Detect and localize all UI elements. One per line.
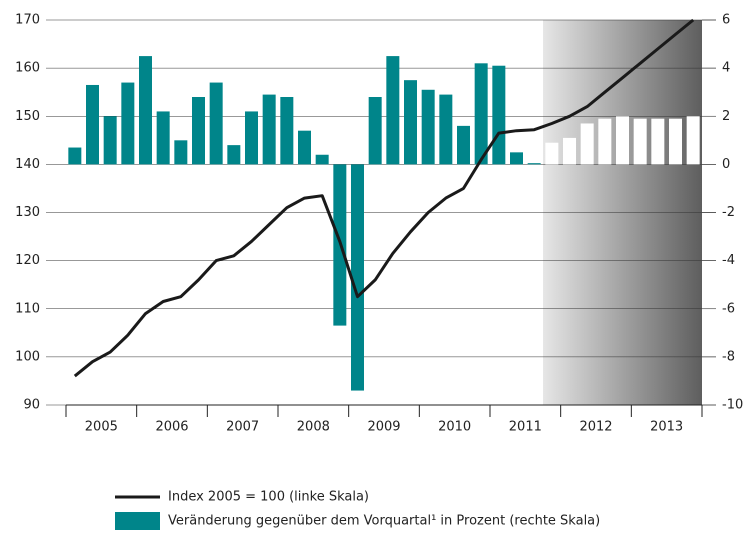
bar (209, 82, 223, 165)
bar (174, 140, 188, 165)
y2-tick-label: -6 (722, 301, 735, 316)
bar (227, 145, 241, 165)
y2-tick-label: -10 (722, 398, 743, 413)
bar (510, 152, 523, 165)
bar (280, 97, 294, 165)
y-tick-label: 170 (15, 13, 40, 28)
bar (368, 97, 382, 165)
y-tick-label: 130 (15, 205, 40, 220)
y-tick-label: 120 (15, 253, 40, 268)
bar (598, 118, 612, 165)
bar (156, 111, 170, 165)
x-tick-label: 2005 (85, 420, 118, 435)
bar (457, 125, 470, 165)
bar (633, 118, 647, 165)
y2-tick-label: -8 (722, 349, 735, 364)
bar (421, 89, 435, 165)
bar (686, 116, 700, 165)
bar (545, 142, 559, 165)
bar (386, 56, 400, 165)
bar (669, 118, 682, 165)
x-tick-label: 2012 (579, 420, 612, 435)
y-tick-label: 140 (15, 157, 40, 172)
bar (139, 56, 152, 165)
y2-tick-label: 2 (722, 109, 730, 124)
x-tick-label: 2008 (297, 420, 330, 435)
y2-tick-label: 4 (722, 61, 730, 76)
bar (245, 111, 258, 165)
bar (580, 123, 594, 165)
legend-swatch (115, 512, 160, 530)
y-tick-label: 110 (15, 301, 40, 316)
bar (68, 147, 82, 165)
bar (351, 164, 364, 391)
y-tick-label: 150 (15, 109, 40, 124)
bar (404, 80, 417, 165)
x-tick-label: 2009 (367, 420, 400, 435)
x-tick-label: 2007 (226, 420, 259, 435)
y2-tick-label: 6 (722, 13, 730, 28)
y-tick-label: 90 (23, 398, 40, 413)
x-tick-label: 2010 (438, 420, 471, 435)
bar (616, 116, 629, 165)
x-tick-label: 2006 (155, 420, 188, 435)
y2-tick-label: -2 (722, 205, 735, 220)
bar (192, 97, 205, 165)
y2-tick-label: 0 (722, 157, 730, 172)
y-tick-label: 100 (15, 349, 40, 364)
x-tick-label: 2011 (509, 420, 542, 435)
bar (439, 94, 453, 165)
bar (298, 130, 311, 165)
line (73, 18, 695, 378)
legend-label: Veränderung gegenüber dem Vorquartal¹ in… (168, 514, 600, 529)
bar (315, 154, 329, 165)
legend-label: Index 2005 = 100 (linke Skala) (168, 490, 369, 505)
bar (651, 118, 665, 165)
bar (262, 94, 276, 165)
bar (527, 163, 541, 165)
bar (474, 63, 488, 165)
bar (103, 116, 117, 165)
bar (86, 84, 99, 165)
bar (492, 65, 506, 165)
x-tick-label: 2013 (650, 420, 683, 435)
y2-tick-label: -4 (722, 253, 735, 268)
bar (563, 137, 576, 165)
y-tick-label: 160 (15, 61, 40, 76)
bar (121, 82, 135, 165)
